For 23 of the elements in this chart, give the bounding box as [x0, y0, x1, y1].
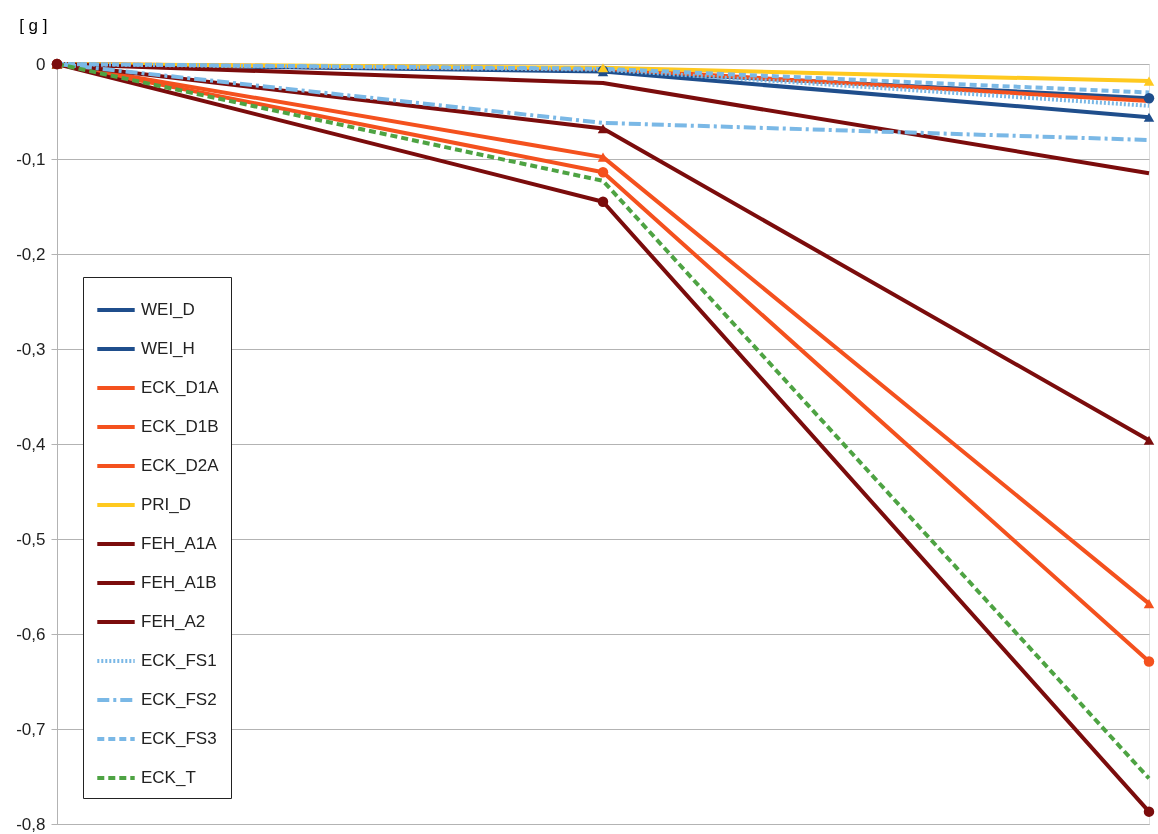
legend-label: FEH_A1A [141, 534, 218, 553]
legend-label: WEI_D [141, 300, 195, 319]
legend-label: WEI_H [141, 339, 195, 358]
y-tick-label: -0,2 [16, 244, 46, 264]
legend-label: ECK_D1B [141, 417, 219, 436]
y-tick-label: 0 [36, 54, 46, 74]
y-tick-label: -0,1 [16, 149, 46, 169]
legend-label: ECK_FS1 [141, 651, 217, 670]
y-tick-label: -0,8 [16, 814, 46, 834]
y-tick-label: -0,5 [16, 529, 46, 549]
legend-label: ECK_D2A [141, 456, 220, 475]
legend-label: ECK_T [141, 768, 196, 787]
legend-label: ECK_FS3 [141, 729, 217, 748]
legend-label: ECK_FS2 [141, 690, 217, 709]
y-tick-label: -0,4 [16, 434, 46, 454]
y-tick-label: -0,7 [16, 719, 46, 739]
y-tick-label: -0,6 [16, 624, 46, 644]
y-tick-label: -0,3 [16, 339, 46, 359]
legend-label: FEH_A2 [141, 612, 206, 631]
legend-label: ECK_D1A [141, 378, 220, 397]
y-axis-title: [ g ] [19, 15, 48, 35]
legend-label: FEH_A1B [141, 573, 217, 592]
legend-label: PRI_D [141, 495, 192, 514]
